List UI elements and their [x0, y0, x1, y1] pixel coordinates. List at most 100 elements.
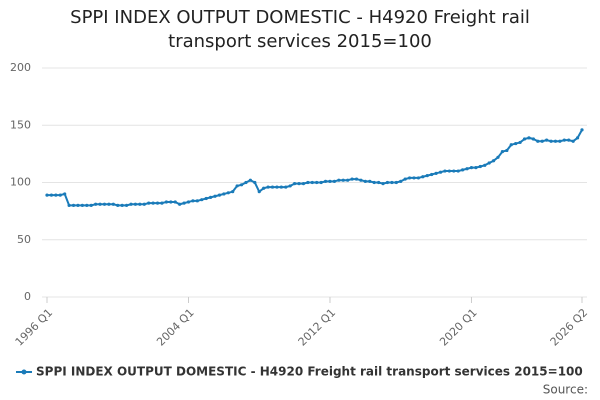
data-point	[545, 138, 549, 142]
data-point	[253, 180, 257, 185]
data-point	[496, 155, 500, 159]
data-point	[231, 190, 235, 194]
data-point	[133, 202, 138, 206]
data-point	[116, 203, 120, 207]
data-point	[562, 138, 566, 142]
data-point	[443, 169, 447, 173]
y-tick-label: 50	[17, 233, 31, 246]
data-point	[58, 193, 62, 197]
data-point	[509, 143, 513, 147]
data-point	[204, 196, 208, 201]
data-point	[514, 141, 518, 146]
data-point	[266, 185, 270, 189]
data-point	[67, 203, 71, 207]
data-point	[527, 136, 531, 140]
data-point	[385, 180, 390, 185]
data-point	[478, 164, 482, 169]
data-point	[407, 176, 412, 180]
data-point	[248, 178, 252, 182]
data-point	[63, 192, 67, 196]
legend-label: SPPI INDEX OUTPUT DOMESTIC - H4920 Freig…	[36, 365, 583, 379]
x-tick-label: 2004 Q1	[154, 306, 197, 349]
data-point	[549, 139, 553, 143]
data-point	[293, 182, 297, 186]
data-point	[354, 177, 359, 181]
data-point	[222, 192, 226, 196]
data-point	[160, 201, 164, 205]
data-point	[558, 139, 562, 143]
data-point	[270, 185, 275, 189]
data-point	[76, 203, 80, 207]
data-point	[147, 201, 151, 205]
data-point	[553, 139, 558, 143]
data-point	[310, 180, 314, 185]
data-point	[80, 203, 84, 207]
data-point	[226, 191, 230, 195]
data-point	[191, 199, 195, 203]
data-point	[505, 148, 509, 153]
data-point	[186, 200, 191, 204]
data-point	[332, 179, 336, 183]
x-tick-label: 2020 Q1	[437, 306, 480, 349]
data-point	[540, 139, 544, 143]
data-point	[107, 202, 111, 206]
data-point	[456, 169, 460, 173]
data-point	[421, 175, 425, 179]
data-point	[412, 176, 416, 180]
data-point	[94, 202, 98, 206]
data-point	[452, 169, 456, 173]
data-point	[323, 179, 328, 183]
y-tick-label: 100	[10, 176, 31, 189]
data-point	[491, 159, 496, 163]
data-point	[102, 202, 107, 206]
data-point	[98, 202, 102, 206]
data-point	[257, 190, 261, 194]
data-point	[111, 202, 115, 206]
data-point	[399, 179, 403, 183]
data-point	[575, 136, 580, 140]
data-point	[363, 179, 367, 183]
data-point	[124, 203, 129, 207]
data-point	[89, 203, 93, 207]
data-point	[381, 182, 385, 186]
data-point	[500, 149, 505, 154]
data-point	[235, 184, 239, 188]
data-point	[447, 169, 451, 173]
data-point	[571, 139, 575, 143]
data-point	[200, 198, 204, 202]
source: Source:	[543, 383, 588, 397]
data-point	[85, 203, 89, 207]
data-point	[301, 182, 306, 186]
data-point	[213, 194, 217, 198]
data-point	[487, 161, 491, 165]
data-point	[244, 180, 248, 185]
data-point	[522, 137, 527, 141]
data-point	[328, 179, 332, 183]
data-point	[368, 179, 372, 183]
data-point	[178, 202, 182, 206]
data-point	[239, 183, 244, 187]
legend-marker	[21, 369, 27, 375]
data-point	[275, 185, 279, 189]
y-tick-label: 200	[10, 61, 31, 74]
data-point	[567, 138, 571, 142]
data-point	[531, 137, 535, 141]
data-point	[195, 199, 199, 203]
data-point	[173, 200, 177, 204]
data-point	[390, 180, 394, 185]
data-point	[315, 180, 319, 185]
data-point	[49, 193, 54, 197]
data-point	[169, 200, 173, 204]
x-tick-label: 2026 Q2	[548, 306, 591, 349]
chart-title: SPPI INDEX OUTPUT DOMESTIC - H4920 Freig…	[70, 7, 530, 52]
y-tick-label: 0	[24, 290, 31, 303]
data-point	[54, 193, 58, 197]
data-point	[474, 166, 478, 170]
x-tick-label: 1996 Q1	[13, 306, 56, 349]
data-point	[403, 177, 407, 181]
data-point	[151, 201, 155, 205]
data-point	[142, 202, 146, 206]
data-point	[536, 139, 540, 143]
